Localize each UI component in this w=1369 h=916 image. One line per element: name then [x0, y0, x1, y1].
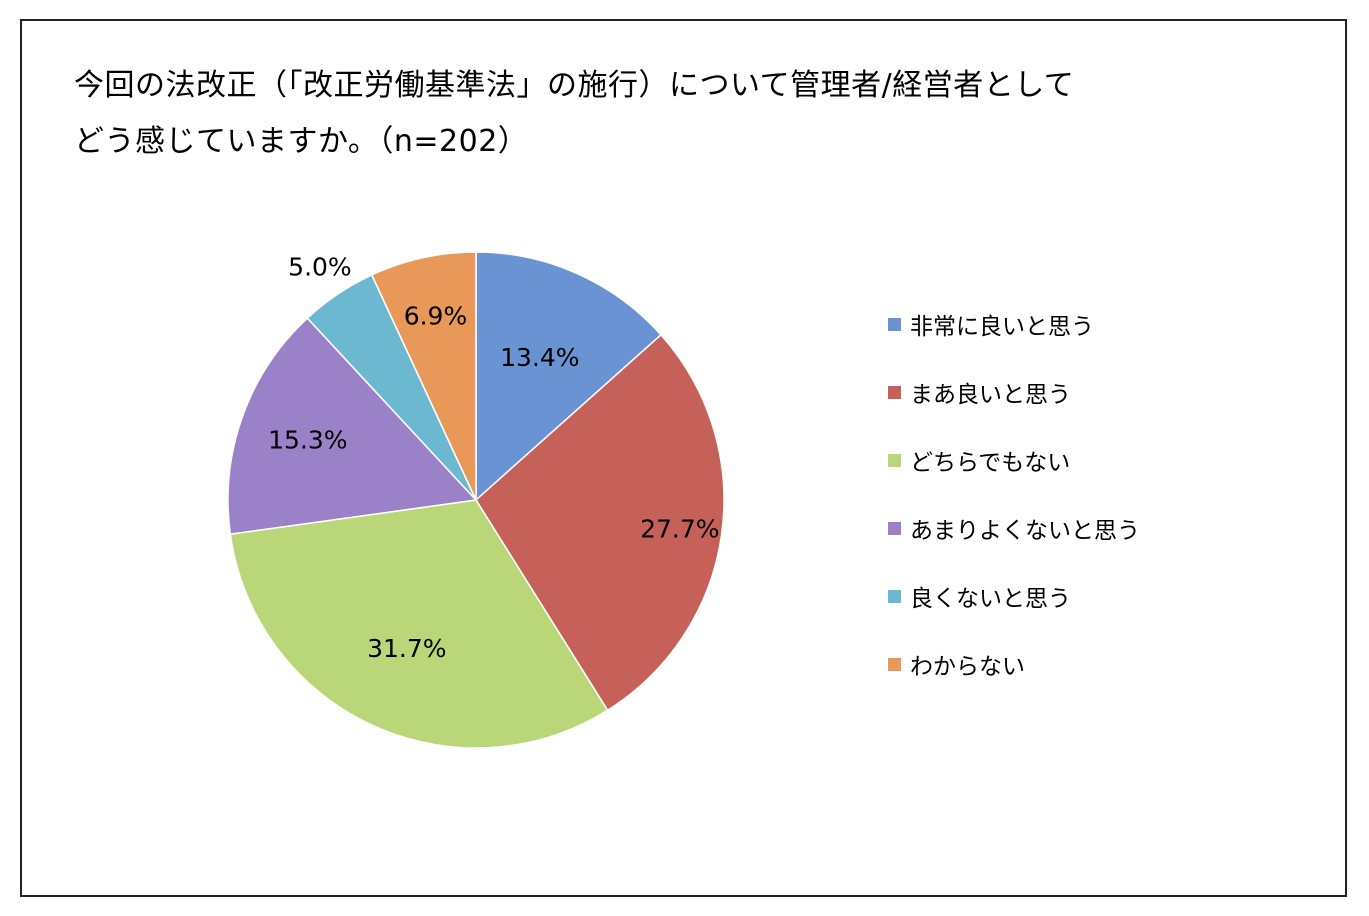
pie-data-label-1: 13.4% — [500, 343, 579, 372]
pie-slices — [227, 251, 725, 749]
pie-data-label-3: 31.7% — [367, 634, 446, 663]
legend-swatch-2 — [888, 385, 901, 399]
pie-slice-3 — [229, 499, 609, 749]
legend-swatch-6 — [888, 657, 901, 671]
legend-swatch-4 — [888, 521, 901, 535]
legend-item-3: どちらでもない — [888, 426, 1140, 494]
pie-data-label-6: 6.9% — [404, 301, 468, 330]
pie-slice-6 — [370, 251, 477, 501]
pie-slice-1 — [475, 251, 663, 502]
legend-swatch-3 — [888, 453, 901, 467]
legend-item-4: あまりよくないと思う — [888, 494, 1140, 562]
legend-item-6: わからない — [888, 630, 1140, 698]
legend-label-1: 非常に良いと思う — [910, 314, 1094, 340]
pie-data-label-5: 5.0% — [288, 253, 352, 282]
legend-label-2: まあ良いと思う — [910, 382, 1071, 408]
legend-label-6: わからない — [910, 654, 1025, 680]
legend-label-4: あまりよくないと思う — [910, 518, 1140, 544]
legend-label-3: どちらでもない — [910, 450, 1071, 476]
pie-slice-2 — [475, 333, 725, 712]
pie-data-label-4: 15.3% — [268, 426, 347, 455]
pie-data-labels: 13.4% 27.7% 31.7% 15.3% 5.0% 6.9% — [268, 253, 719, 663]
chart-title-line-1: 今回の法改正（「改正労働基準法」の施行）について管理者/経営者として — [74, 68, 1075, 103]
legend-item-2: まあ良いと思う — [888, 358, 1140, 426]
pie-data-label-2: 27.7% — [640, 515, 719, 544]
legend-item-5: 良くないと思う — [888, 562, 1140, 630]
legend-item-1: 非常に良いと思う — [888, 290, 1140, 358]
legend-label-5: 良くないと思う — [910, 586, 1071, 612]
legend-swatch-1 — [888, 317, 901, 331]
legend-swatch-5 — [888, 589, 901, 603]
chart-title: 今回の法改正（「改正労働基準法」の施行）について管理者/経営者として どう感じて… — [74, 58, 1274, 170]
chart-legend: 非常に良いと思う まあ良いと思う どちらでもないあまりよくないと思う 良くないと思うわ… — [888, 290, 1140, 698]
pie-slice-4 — [227, 317, 478, 536]
chart-title-line-2: どう感じていますか。（n=202） — [74, 124, 529, 159]
